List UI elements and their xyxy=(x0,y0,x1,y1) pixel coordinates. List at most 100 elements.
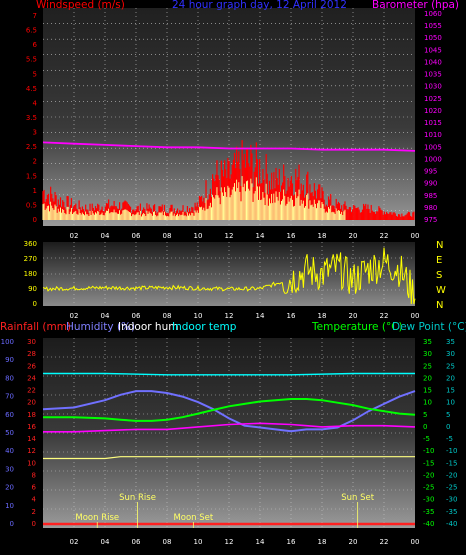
baro-tick-label: 1005 xyxy=(424,143,442,151)
time-tick-label: 10 xyxy=(194,538,203,546)
humidity-tick-label: 90 xyxy=(5,356,14,364)
direction-line xyxy=(42,247,416,305)
rain-tick-label: 28 xyxy=(27,350,36,358)
time-tick-label: 14 xyxy=(256,312,265,320)
rain-axis-title: Rainfall (mm) xyxy=(0,321,71,333)
wind-tick-label: 4.5 xyxy=(26,85,37,93)
temperature-line xyxy=(43,398,416,422)
direction-tick-label: 270 xyxy=(24,255,37,263)
indoor-temp-line xyxy=(43,372,415,376)
temperature-tick-label: -30 xyxy=(423,496,434,504)
wind-tick-label: 3 xyxy=(33,129,37,137)
dew-point-tick-label: -30 xyxy=(446,496,457,504)
time-tick-label: 08 xyxy=(163,538,172,546)
time-tick-label: 06 xyxy=(132,232,141,240)
dew-point-tick-label: -40 xyxy=(446,520,457,528)
time-tick-label: 06 xyxy=(132,312,141,320)
temperature-tick-label: -10 xyxy=(423,447,434,455)
time-tick-label: 20 xyxy=(349,232,358,240)
wind-tick-label: 0 xyxy=(33,216,37,224)
baro-tick-label: 1035 xyxy=(424,71,442,79)
rain-tick-label: 10 xyxy=(27,459,36,467)
dew-point-tick-label: -15 xyxy=(446,459,457,467)
time-tick-label: 16 xyxy=(287,312,296,320)
event-label: Sun Rise xyxy=(119,493,156,503)
dew-point-tick-label: -35 xyxy=(446,508,457,516)
humidity-tick-label: 20 xyxy=(5,484,14,492)
rain-tick-label: 20 xyxy=(27,399,36,407)
temperature-tick-label: -25 xyxy=(423,484,434,492)
wind-tick-label: 5 xyxy=(33,70,37,78)
event-label: Moon Set xyxy=(173,513,213,523)
dew-point-tick-label: 15 xyxy=(446,387,455,395)
direction-tick-label: 180 xyxy=(24,270,37,278)
indoor-hum-line xyxy=(43,456,415,460)
time-tick-label: 16 xyxy=(287,232,296,240)
temperature-tick-label: 30 xyxy=(423,350,432,358)
axis-labels: 0 0.5 1 1.5 2 2.5 3 3.5 4 4.5 5 5.5 6 6.5 7 975 980 985 99… xyxy=(1,10,458,546)
time-tick-label: 04 xyxy=(101,312,110,320)
dew-point-tick-label: -20 xyxy=(446,471,457,479)
time-tick-label: 16 xyxy=(287,538,296,546)
wind-tick-label: 1.5 xyxy=(26,172,37,180)
gridlines xyxy=(43,8,415,528)
baro-tick-label: 1025 xyxy=(424,95,442,103)
rain-tick-label: 30 xyxy=(27,338,36,346)
baro-tick-label: 1050 xyxy=(424,34,442,42)
wind-tick-label: 0.5 xyxy=(26,201,37,209)
dew-point-tick-label: -25 xyxy=(446,484,457,492)
baro-tick-label: 1020 xyxy=(424,107,442,115)
dew-point-tick-label: 30 xyxy=(446,350,455,358)
temperature-tick-label: -35 xyxy=(423,508,434,516)
compass-label: S xyxy=(436,270,442,281)
humidity-tick-label: 10 xyxy=(5,502,14,510)
baro-title: Barometer (hpa) xyxy=(372,0,459,11)
humidity-tick-label: 70 xyxy=(5,393,14,401)
wind-tick-label: 3.5 xyxy=(26,114,37,122)
time-tick-label: 18 xyxy=(318,232,327,240)
time-tick-label: 20 xyxy=(349,312,358,320)
event-label: Moon Rise xyxy=(75,513,119,523)
time-tick-label: 14 xyxy=(256,232,265,240)
time-tick-label: 18 xyxy=(318,312,327,320)
time-tick-label: 22 xyxy=(380,312,389,320)
humidity-axis-title: Humidity (%) xyxy=(66,321,135,333)
rain-tick-label: 26 xyxy=(27,362,36,370)
rain-tick-label: 4 xyxy=(32,496,37,504)
compass-label: N xyxy=(436,240,443,251)
humidity-line xyxy=(42,390,416,433)
rain-tick-label: 16 xyxy=(27,423,36,431)
dew-point-tick-label: -5 xyxy=(446,435,453,443)
temperature-tick-label: -40 xyxy=(423,520,434,528)
humidity-tick-label: 30 xyxy=(5,465,14,473)
compass-label: W xyxy=(436,285,446,296)
temperature-tick-label: -20 xyxy=(423,471,434,479)
time-tick-label: 12 xyxy=(225,312,234,320)
dew-point-tick-label: 0 xyxy=(446,423,450,431)
time-tick-label: 10 xyxy=(194,232,203,240)
rain-tick-label: 18 xyxy=(27,411,36,419)
rain-tick-label: 22 xyxy=(27,387,36,395)
wind-tick-label: 6.5 xyxy=(26,27,37,35)
baro-tick-label: 980 xyxy=(424,204,437,212)
rain-tick-label: 0 xyxy=(32,520,36,528)
time-tick-label: 06 xyxy=(132,538,141,546)
time-tick-label: 02 xyxy=(70,312,79,320)
dew-point-line xyxy=(43,422,416,433)
temperature-tick-label: 35 xyxy=(423,338,432,346)
temperature-tick-label: 15 xyxy=(423,387,432,395)
baro-tick-label: 1000 xyxy=(424,155,442,163)
wind-tick-label: 7 xyxy=(33,12,37,20)
time-tick-label: 10 xyxy=(194,312,203,320)
wind-tick-label: 4 xyxy=(33,99,38,107)
wind-title: Windspeed (m/s) xyxy=(36,0,125,11)
temperature-tick-label: 10 xyxy=(423,399,432,407)
dew-point-tick-label: 25 xyxy=(446,362,455,370)
temperature-tick-label: 20 xyxy=(423,374,432,382)
rain-tick-label: 2 xyxy=(32,508,36,516)
time-tick-label: 00 xyxy=(411,312,420,320)
time-tick-label: 02 xyxy=(70,538,79,546)
indoor-temp-label: Indoor temp xyxy=(172,321,237,333)
dew-point-tick-label: 20 xyxy=(446,374,455,382)
indoor-hum-label: Indoor hum xyxy=(118,321,178,333)
